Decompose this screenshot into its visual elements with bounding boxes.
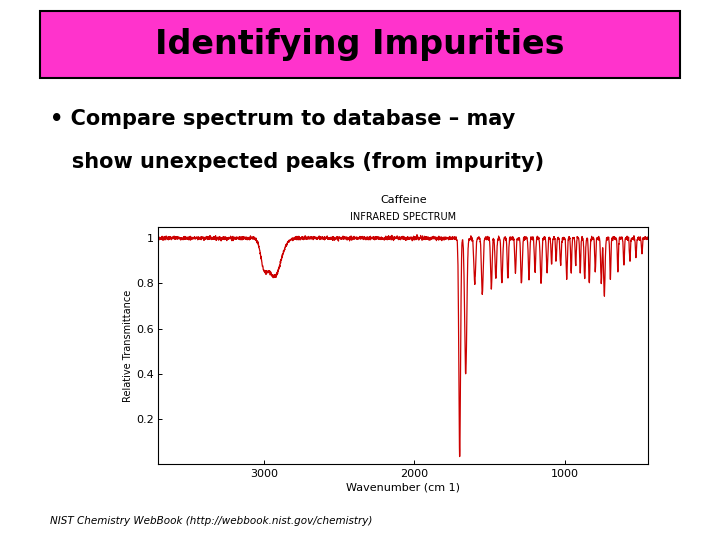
Text: Identifying Impurities: Identifying Impurities [156,28,564,62]
X-axis label: Wavenumber (cm 1): Wavenumber (cm 1) [346,482,460,492]
Text: • Compare spectrum to database – may: • Compare spectrum to database – may [50,109,516,129]
Text: Caffeine: Caffeine [380,195,426,205]
Text: show unexpected peaks (from impurity): show unexpected peaks (from impurity) [50,152,544,172]
Text: INFRARED SPECTRUM: INFRARED SPECTRUM [350,212,456,222]
Text: NIST Chemistry WebBook (http://webbook.nist.gov/chemistry): NIST Chemistry WebBook (http://webbook.n… [50,516,373,526]
Y-axis label: Relative Transmittance: Relative Transmittance [123,289,133,402]
